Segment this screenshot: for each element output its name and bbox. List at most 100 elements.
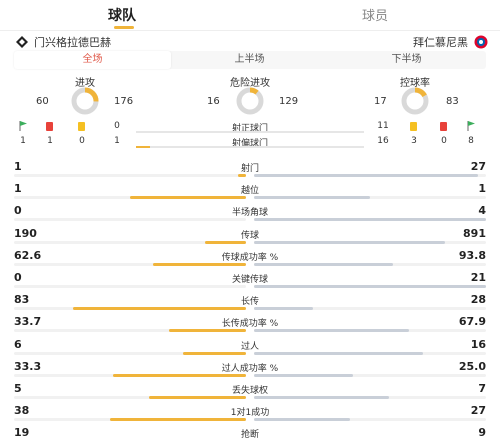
stat-row: 62.6 传球成功率 % 93.8 <box>0 249 500 271</box>
stat-away-bar <box>254 196 370 200</box>
stat-home-bar <box>237 174 246 177</box>
stat-home-value: 1 <box>14 160 22 173</box>
yellow-card-icon <box>78 122 85 131</box>
stat-home-value: 0 <box>14 271 22 284</box>
stat-home-bar <box>149 396 246 399</box>
stat-away-track <box>254 373 486 377</box>
away-shots-off-target: 16 <box>377 136 389 146</box>
stat-home-bar <box>130 196 246 200</box>
yellow-card-icon <box>410 122 417 131</box>
away-corners-count: 3 <box>411 136 417 146</box>
stat-away-value: 4 <box>478 204 486 218</box>
stat-label: 传球成功率 % <box>221 252 279 263</box>
stat-row: 83 长传 28 <box>0 293 500 315</box>
stat-home-value: 19 <box>14 426 30 440</box>
top-tab-bar: 球队 球员 <box>0 0 500 30</box>
stat-away-bar <box>254 307 313 311</box>
stat-label: 抢断 <box>240 430 259 440</box>
corner-flag-icon <box>19 121 27 131</box>
stat-home-track <box>14 396 246 399</box>
shots-off-target-label: 射偏球门 <box>231 139 268 149</box>
period-full[interactable]: 全场 <box>14 51 171 69</box>
stat-row: 38 1对1成功 27 <box>0 404 500 426</box>
period-second-half[interactable]: 下半场 <box>391 54 422 65</box>
stat-away-bar <box>254 174 478 177</box>
ring-home-value: 17 <box>374 96 387 107</box>
stat-away-bar <box>254 351 423 355</box>
stat-away-track <box>254 307 486 311</box>
ring-label: 危险进攻 <box>230 78 270 89</box>
stat-label: 越位 <box>240 186 259 197</box>
ring-chart <box>401 87 429 115</box>
stat-label: 射门 <box>240 164 259 174</box>
stat-home-value: 33.7 <box>14 315 42 329</box>
ring-home-value: 60 <box>36 96 49 107</box>
stat-label: 半场角球 <box>231 208 268 219</box>
stat-home-bar <box>182 351 246 355</box>
away-team-name: 拜仁慕尼黑 <box>413 36 468 49</box>
stat-away-value: 27 <box>470 404 486 418</box>
stat-away-value: 21 <box>470 271 486 284</box>
stat-away-value: 27 <box>470 160 486 173</box>
tab-players[interactable]: 球员 <box>362 9 389 24</box>
stat-away-bar <box>254 285 486 288</box>
ring-chart <box>236 87 264 115</box>
stat-away-bar <box>254 329 410 333</box>
tab-team[interactable]: 球队 <box>108 8 136 24</box>
away-shots-on-target: 11 <box>377 121 389 131</box>
stat-home-track <box>14 351 246 355</box>
stat-away-track <box>254 196 486 200</box>
stat-home-bar <box>113 373 246 377</box>
stat-label: 关键传球 <box>231 275 268 285</box>
stat-home-bar <box>153 262 246 266</box>
stat-row: 190 传球 891 <box>0 227 500 249</box>
home-team[interactable]: 门兴格拉德巴赫 <box>16 34 111 50</box>
away-yellow-count: 8 <box>468 136 474 146</box>
stat-away-value: 9 <box>478 426 486 440</box>
ring-away-value: 129 <box>279 96 299 107</box>
team-header: 门兴格拉德巴赫 拜仁慕尼黑 <box>0 30 500 52</box>
stat-label: 丢失球权 <box>231 386 268 396</box>
stat-home-bar <box>72 307 246 311</box>
home-yellow-count: 0 <box>79 136 85 146</box>
home-shots-off-target: 1 <box>114 136 120 146</box>
home-team-logo-icon <box>16 36 28 48</box>
ring-label: 进攻 <box>75 78 95 89</box>
stat-home-value: 62.6 <box>14 248 42 262</box>
ring-possession: 控球率 17 83 <box>350 74 480 115</box>
away-team[interactable]: 拜仁慕尼黑 <box>413 34 488 50</box>
stat-away-value: 28 <box>470 293 486 307</box>
ring-home-value: 16 <box>207 96 220 107</box>
tab-active-indicator <box>114 26 134 29</box>
stat-home-value: 6 <box>14 337 22 351</box>
ring-label: 控球率 <box>400 78 430 89</box>
stat-home-track <box>14 240 246 244</box>
stat-label: 传球 <box>240 230 259 241</box>
stat-label: 长传 <box>240 297 259 308</box>
stat-home-value: 0 <box>14 204 22 218</box>
shots-on-target-row: 0 射正球门 11 <box>0 121 500 135</box>
divider <box>0 30 500 31</box>
stat-home-value: 83 <box>14 293 30 307</box>
away-team-logo-icon <box>474 35 488 49</box>
shots-on-target-label: 射正球门 <box>231 124 268 134</box>
stat-away-bar <box>254 262 394 266</box>
stat-away-bar <box>254 418 351 422</box>
ring-attack: 进攻 60 176 <box>20 74 150 115</box>
shots-off-target-fill <box>136 146 150 148</box>
red-card-icon <box>440 122 447 131</box>
shots-off-target-row: 1 1 0 1 射偏球门 16 3 0 8 <box>0 136 500 150</box>
period-first-half[interactable]: 上半场 <box>234 54 265 65</box>
stat-row: 33.3 过人成功率 % 25.0 <box>0 360 500 382</box>
shots-off-target-track <box>136 146 364 148</box>
ring-chart <box>71 87 99 115</box>
stat-away-bar <box>254 240 446 244</box>
stat-home-bar <box>169 329 246 333</box>
stat-away-value: 7 <box>478 382 486 395</box>
stat-label: 1对1成功 <box>230 408 270 419</box>
stat-away-value: 1 <box>478 182 486 196</box>
stat-home-track <box>14 285 246 288</box>
stat-home-track <box>14 218 246 222</box>
home-team-name: 门兴格拉德巴赫 <box>34 36 111 49</box>
stat-label: 过人 <box>240 341 259 352</box>
